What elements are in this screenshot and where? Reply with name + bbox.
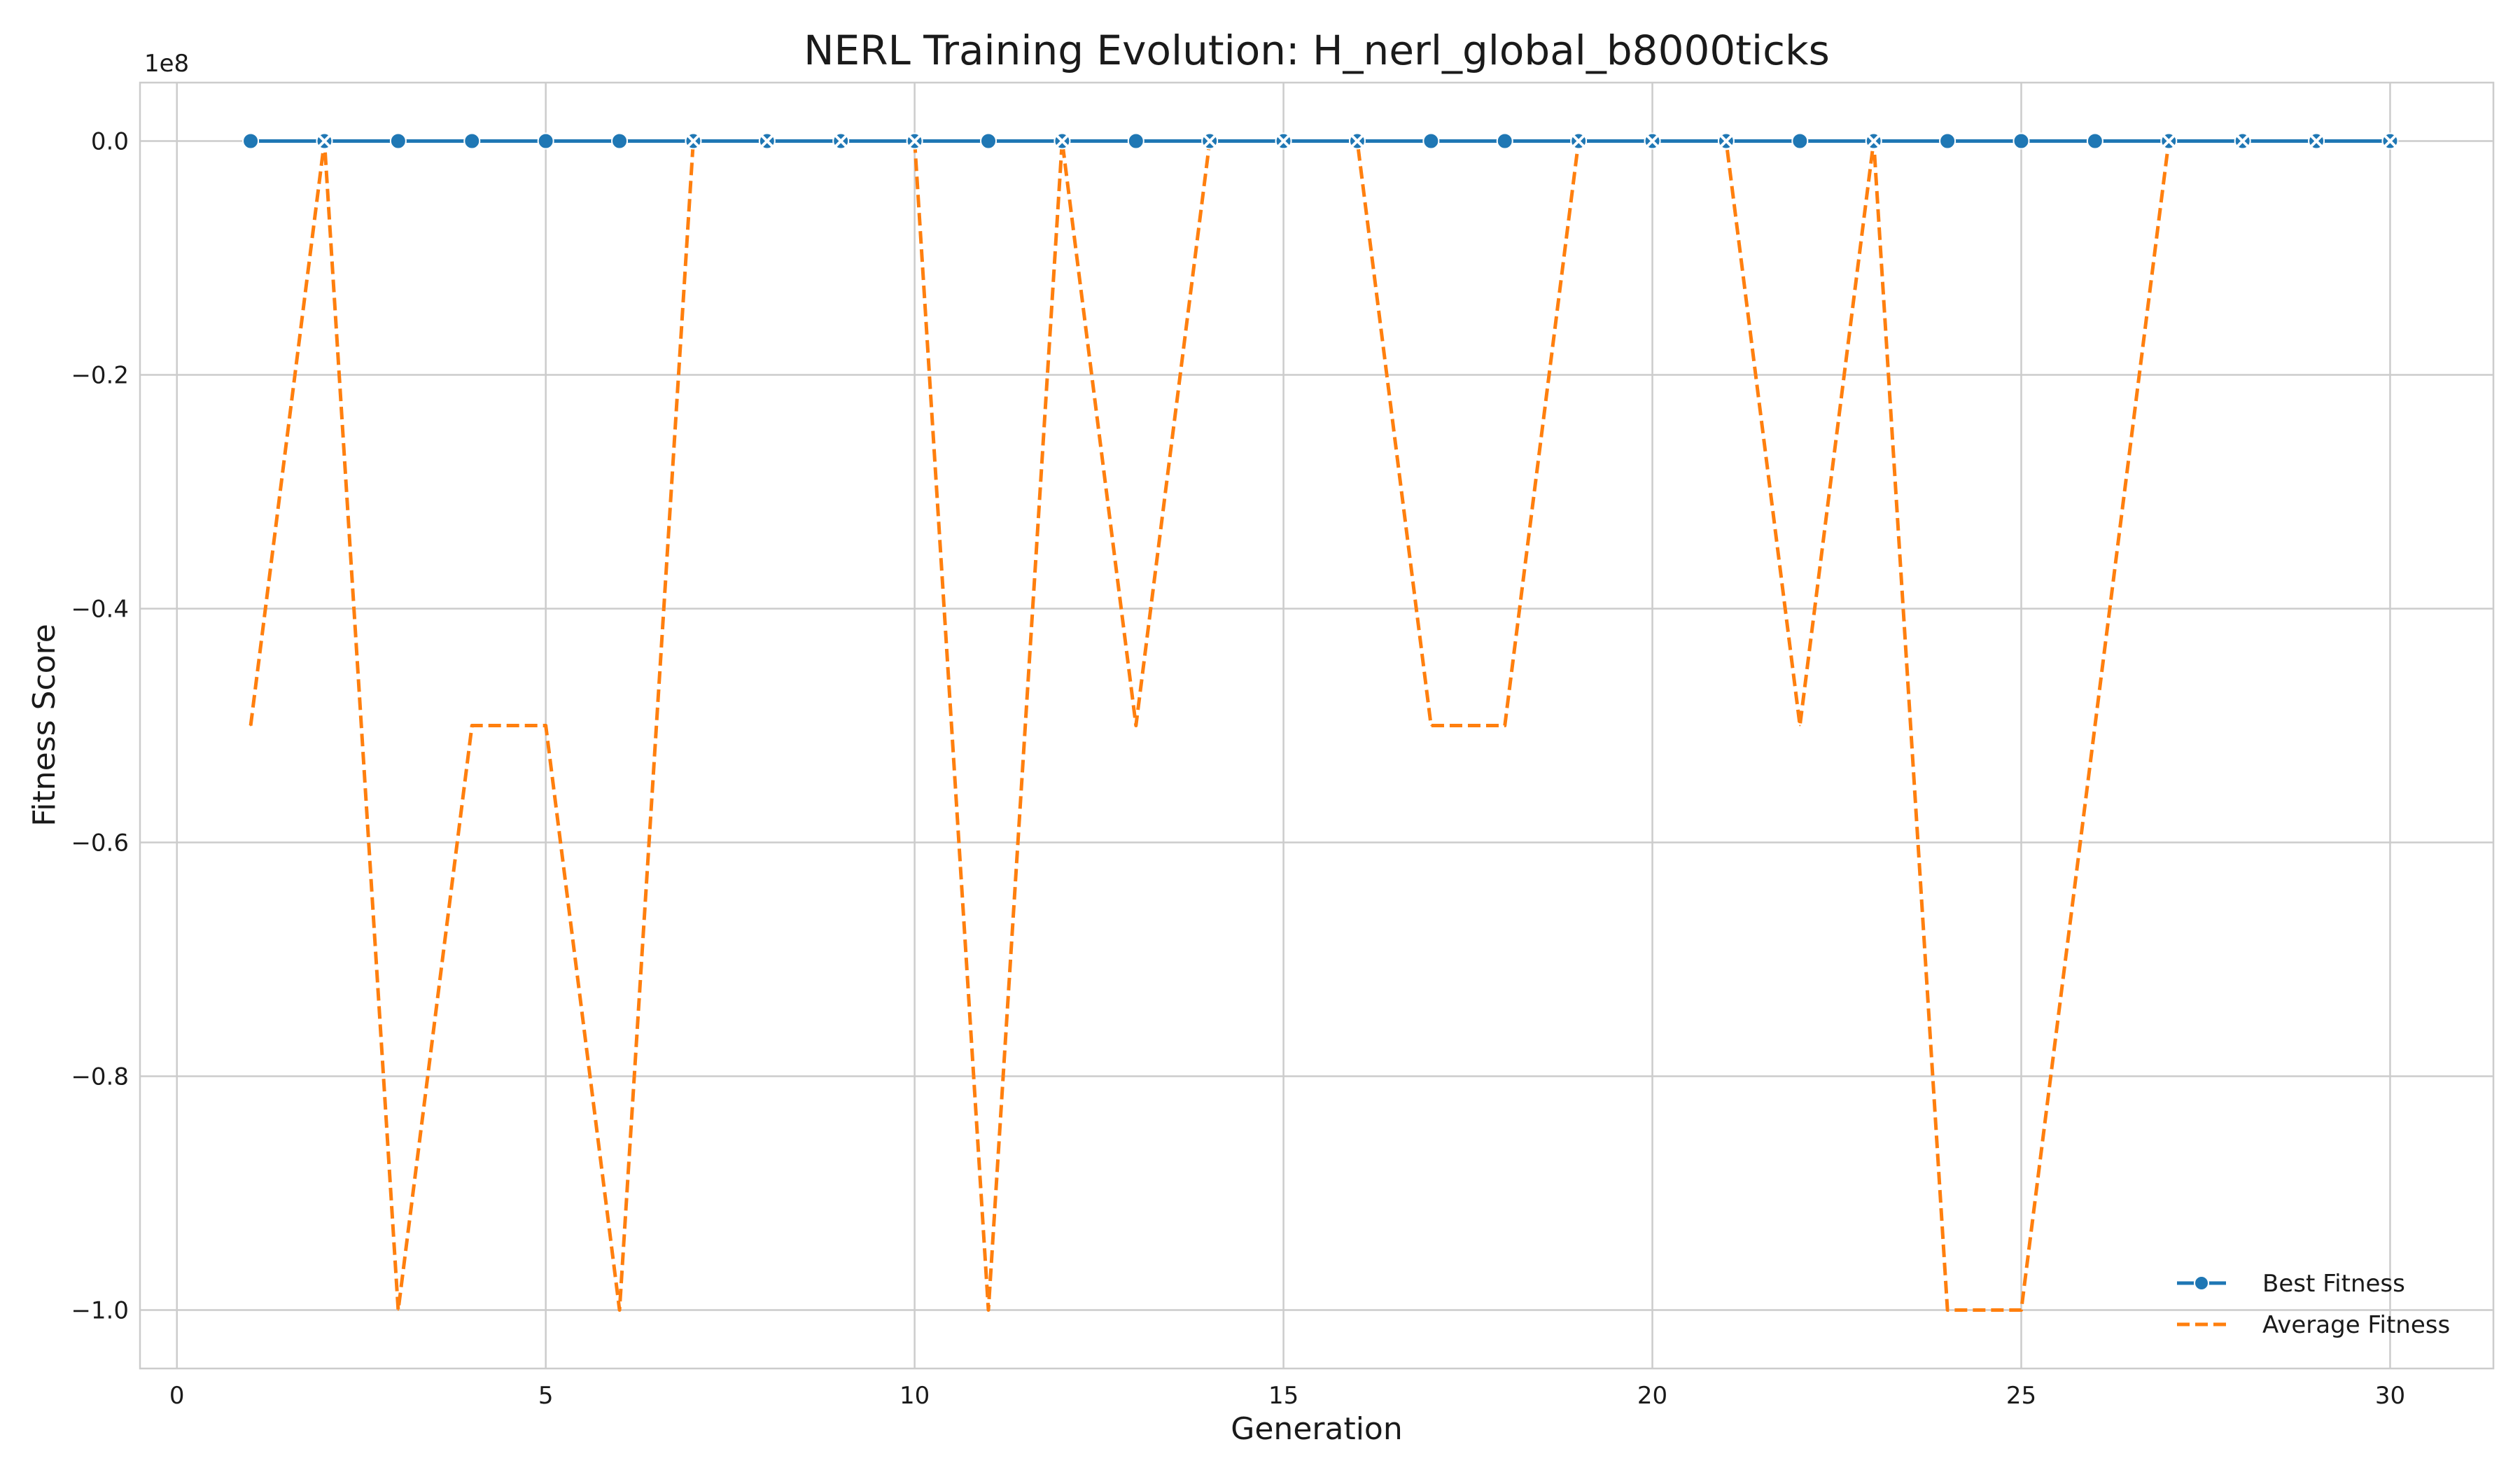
data-point-average-fitness xyxy=(1202,134,1217,148)
data-point-average-fitness xyxy=(1135,724,1137,727)
y-tick-label: −1.0 xyxy=(71,1297,129,1325)
x-tick-label: 25 xyxy=(2006,1382,2036,1410)
data-point-average-fitness xyxy=(760,134,775,148)
x-tick-label: 10 xyxy=(899,1382,930,1410)
data-point-best-fitness xyxy=(611,132,629,150)
x-tick-label: 5 xyxy=(538,1382,554,1410)
data-point-best-fitness xyxy=(1422,132,1440,150)
data-point-best-fitness xyxy=(2086,132,2104,150)
series-layer xyxy=(242,132,2399,1312)
data-point-best-fitness xyxy=(1791,132,1809,150)
data-point-average-fitness xyxy=(907,134,923,148)
y-offset-label: 1e8 xyxy=(144,50,189,78)
legend-label-average-fitness: Average Fitness xyxy=(2262,1311,2450,1339)
data-point-average-fitness xyxy=(2094,724,2096,727)
data-point-best-fitness xyxy=(463,132,481,150)
data-point-average-fitness xyxy=(1504,724,1506,727)
y-tick-label: −0.6 xyxy=(71,830,129,858)
grid xyxy=(140,83,2493,1368)
y-tick-label: −0.8 xyxy=(71,1063,129,1091)
x-tick-label: 0 xyxy=(169,1382,185,1410)
data-point-average-fitness xyxy=(317,134,332,148)
data-point-average-fitness xyxy=(471,724,473,727)
chart-title: NERL Training Evolution: H_nerl_global_b… xyxy=(804,27,1830,74)
data-point-average-fitness xyxy=(1645,134,1660,148)
y-tick-label: −0.4 xyxy=(71,596,129,624)
data-point-best-fitness xyxy=(980,132,997,150)
legend: Best Fitness Average Fitness xyxy=(2177,1270,2450,1339)
x-ticks: 0 5 10 15 20 25 30 xyxy=(169,1382,2405,1410)
legend-label-best-fitness: Best Fitness xyxy=(2262,1270,2405,1298)
data-point-average-fitness xyxy=(619,1309,621,1311)
data-point-best-fitness xyxy=(537,132,554,150)
data-point-average-fitness xyxy=(833,134,848,148)
y-tick-label: −0.2 xyxy=(71,362,129,390)
data-point-average-fitness xyxy=(397,1309,399,1311)
marker-stroke xyxy=(1571,134,1586,148)
data-point-average-fitness xyxy=(2309,134,2324,148)
data-point-best-fitness xyxy=(1496,132,1513,150)
marker-stroke xyxy=(907,134,923,148)
marker-stroke xyxy=(2383,134,2398,148)
marker-stroke xyxy=(1718,134,1734,148)
data-point-average-fitness xyxy=(1350,134,1365,148)
data-point-average-fitness xyxy=(1054,134,1070,148)
data-point-average-fitness xyxy=(250,724,252,727)
data-point-average-fitness xyxy=(2020,1309,2022,1311)
data-point-average-fitness xyxy=(1430,724,1432,727)
data-point-average-fitness xyxy=(988,1309,990,1311)
marker-stroke xyxy=(1202,134,1217,148)
data-point-best-fitness xyxy=(242,132,260,150)
data-point-average-fitness xyxy=(1866,134,1882,148)
x-tick-label: 15 xyxy=(1268,1382,1298,1410)
data-point-average-fitness xyxy=(1799,724,1801,727)
marker-stroke xyxy=(317,134,332,148)
marker-stroke xyxy=(1866,134,1882,148)
data-point-average-fitness xyxy=(2161,134,2176,148)
marker-stroke xyxy=(1276,134,1291,148)
y-tick-label: 0.0 xyxy=(91,128,129,156)
y-ticks: 0.0 −0.2 −0.4 −0.6 −0.8 −1.0 xyxy=(71,128,129,1325)
data-point-best-fitness xyxy=(2012,132,2030,150)
marker-stroke xyxy=(686,134,701,148)
data-point-best-fitness xyxy=(1939,132,1956,150)
y-axis-label: Fitness Score xyxy=(27,624,62,827)
data-point-average-fitness xyxy=(2235,134,2250,148)
x-axis-label: Generation xyxy=(1231,1411,1402,1447)
x-tick-label: 20 xyxy=(1637,1382,1667,1410)
data-point-average-fitness xyxy=(1947,1309,1949,1311)
marker-stroke xyxy=(2161,134,2176,148)
legend-marker-best-fitness xyxy=(2194,1275,2209,1291)
marker-stroke xyxy=(2235,134,2250,148)
data-point-best-fitness xyxy=(1127,132,1144,150)
marker-stroke xyxy=(1054,134,1070,148)
marker-stroke xyxy=(1645,134,1660,148)
data-point-average-fitness xyxy=(545,724,547,727)
data-point-average-fitness xyxy=(1718,134,1734,148)
data-point-best-fitness xyxy=(389,132,407,150)
data-point-average-fitness xyxy=(2383,134,2398,148)
marker-stroke xyxy=(833,134,848,148)
marker-stroke xyxy=(760,134,775,148)
data-point-average-fitness xyxy=(1276,134,1291,148)
marker-stroke xyxy=(1350,134,1365,148)
marker-stroke xyxy=(2309,134,2324,148)
data-point-average-fitness xyxy=(686,134,701,148)
x-tick-label: 30 xyxy=(2375,1382,2405,1410)
data-point-average-fitness xyxy=(1571,134,1586,148)
